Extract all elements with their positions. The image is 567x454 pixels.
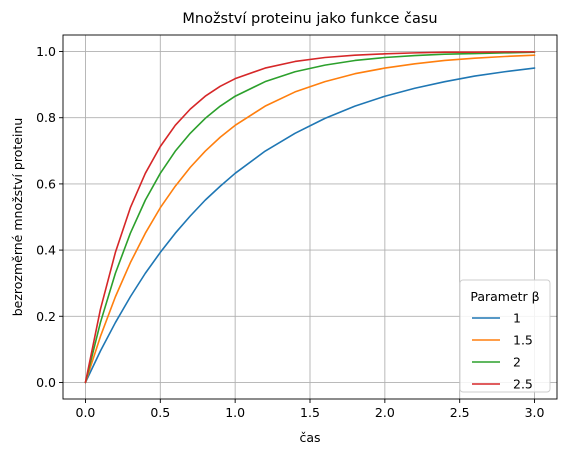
series-line-1-5 bbox=[84, 54, 536, 384]
x-axis-label: čas bbox=[299, 430, 320, 445]
legend-label: 1.5 bbox=[513, 333, 533, 348]
y-tick-label: 0.8 bbox=[36, 110, 56, 125]
y-tick-label: 0.4 bbox=[36, 243, 56, 258]
y-tick-label: 0.0 bbox=[36, 375, 56, 390]
legend: Parametr β 1 1.5 2 2.5 bbox=[459, 279, 551, 393]
series-line-2 bbox=[84, 51, 536, 384]
legend-entries: 1 1.5 2 2.5 bbox=[472, 311, 533, 392]
chart-title: Množství proteinu jako funkce času bbox=[182, 11, 437, 27]
x-tick-label: 3.0 bbox=[525, 405, 545, 420]
series-line-2-5 bbox=[84, 51, 536, 384]
series-lines bbox=[84, 51, 536, 384]
legend-label: 2.5 bbox=[513, 377, 533, 392]
x-tick-label: 1.5 bbox=[300, 405, 320, 420]
series-line-1 bbox=[84, 67, 536, 384]
legend-title: Parametr β bbox=[470, 289, 539, 304]
plot-frame bbox=[62, 34, 558, 400]
x-tick-label: 0.0 bbox=[76, 405, 96, 420]
x-tick-label: 1.0 bbox=[225, 405, 245, 420]
x-tick-label: 2.0 bbox=[375, 405, 395, 420]
legend-label: 2 bbox=[513, 355, 521, 370]
y-tick-label: 0.6 bbox=[36, 176, 56, 191]
legend-box bbox=[459, 279, 551, 393]
y-tick-label: 0.2 bbox=[36, 309, 56, 324]
x-axis-ticks: 0.0 0.5 1.0 1.5 2.0 2.5 3.0 bbox=[76, 399, 545, 420]
y-tick-label: 1.0 bbox=[36, 44, 56, 59]
y-axis-label: bezrozměrné množství proteinu bbox=[10, 118, 25, 317]
y-axis-ticks: 0.0 0.2 0.4 0.6 0.8 1.0 bbox=[36, 44, 63, 390]
x-tick-label: 0.5 bbox=[150, 405, 170, 420]
x-tick-label: 2.5 bbox=[450, 405, 470, 420]
legend-label: 1 bbox=[513, 311, 521, 326]
